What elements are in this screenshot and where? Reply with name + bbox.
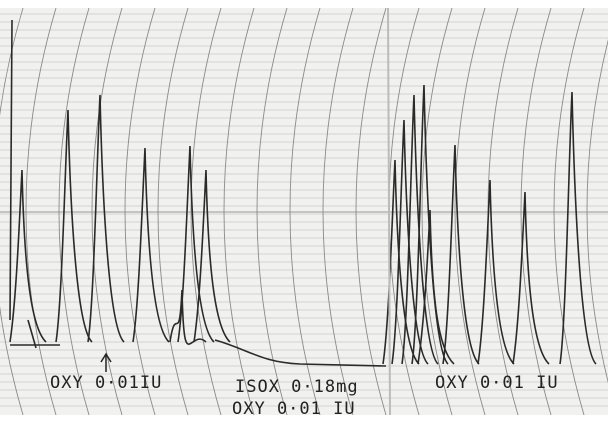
traces xyxy=(9,19,597,367)
contraction xyxy=(417,209,455,365)
grid-arc xyxy=(124,7,156,416)
grid-arc xyxy=(355,7,387,416)
contraction xyxy=(442,144,480,365)
annotation: OXY 0·01 IU xyxy=(232,399,356,419)
annotation: OXY 0·01IU xyxy=(50,373,162,393)
grid-arc xyxy=(586,39,608,384)
grid-arc xyxy=(322,7,354,416)
annotation: ISOX 0·18mg xyxy=(235,377,359,397)
contraction xyxy=(401,94,439,365)
annotation: OXY 0·01 IU xyxy=(435,373,559,393)
contraction xyxy=(9,169,47,343)
arrow-head xyxy=(100,352,112,363)
contraction xyxy=(477,179,515,365)
contraction xyxy=(193,169,231,343)
grid-arc xyxy=(421,7,453,416)
grid-arc xyxy=(520,7,552,416)
paper-edge xyxy=(0,415,608,423)
contraction xyxy=(132,147,170,343)
contraction xyxy=(559,91,597,365)
paper-join xyxy=(387,7,391,416)
grid-arc xyxy=(190,7,222,416)
grid-arc xyxy=(553,7,585,416)
contraction xyxy=(87,94,125,343)
grid-arc xyxy=(454,7,486,416)
contraction xyxy=(512,191,550,365)
baseline xyxy=(9,19,37,349)
grid xyxy=(0,7,608,416)
grid-arc xyxy=(157,7,189,416)
grid-arc xyxy=(0,7,24,416)
grid-arc xyxy=(58,7,90,416)
contraction xyxy=(55,109,93,343)
contraction xyxy=(382,159,420,365)
grid-arc xyxy=(91,7,123,416)
grid-arc xyxy=(223,7,255,416)
grid-arc xyxy=(25,7,57,416)
grid-arc xyxy=(289,7,321,416)
paper-edge xyxy=(0,0,608,8)
